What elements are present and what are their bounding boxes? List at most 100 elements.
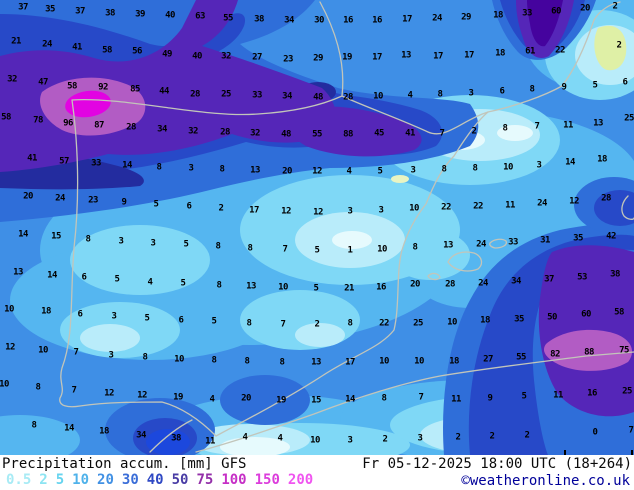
legend-scale-value: 30 (121, 472, 139, 488)
precip-value: 60 (551, 6, 561, 17)
precip-value: 10 (447, 317, 457, 328)
precip-value: 7 (439, 128, 445, 139)
precip-value: 14 (565, 157, 575, 168)
precip-value: 55 (516, 352, 526, 363)
precip-value: 11 (505, 200, 515, 211)
precip-value: 33 (91, 158, 101, 169)
precip-value: 14 (64, 423, 74, 434)
precip-value: 24 (432, 13, 442, 24)
precip-value: 34 (282, 91, 292, 102)
precip-value: 2 (218, 203, 224, 214)
precip-value: 55 (312, 129, 322, 140)
precip-value: 18 (495, 48, 505, 59)
precip-value: 22 (379, 318, 389, 329)
precip-value: 8 (347, 318, 353, 329)
precip-value: 27 (483, 354, 493, 365)
precip-value: 8 (244, 356, 250, 367)
precip-value: 10 (503, 162, 513, 173)
precip-value: 41 (72, 42, 82, 53)
precip-value: 24 (478, 278, 488, 289)
precipitation-map: 37 35 37 38 39 40 63 55 38 34 30 16 16 17 24 29 18 33 60 20… (0, 0, 634, 455)
precip-value: 30 (314, 15, 324, 26)
precip-value: 28 (190, 89, 200, 100)
precip-value: 58 (614, 307, 624, 318)
precip-value: 20 (241, 393, 251, 404)
coastline (59, 1, 634, 453)
legend-scale-value: 40 (146, 472, 164, 488)
precip-value: 17 (372, 52, 382, 63)
precip-value: 3 (347, 435, 353, 446)
precip-value: 7 (73, 347, 79, 358)
precip-value: 41 (27, 153, 37, 164)
precip-value: 13 (443, 240, 453, 251)
copyright-link[interactable]: ©weatheronline.co.uk (461, 473, 630, 489)
precip-value: 29 (461, 12, 471, 23)
precip-value: 18 (99, 426, 109, 437)
map-values-layer: 37 35 37 38 39 40 63 55 38 34 30 16 16 17 24 29 18 33 60 20… (0, 2, 634, 446)
precip-value: 25 (624, 113, 634, 124)
precip-value: 18 (449, 356, 459, 367)
precip-value: 1 (347, 245, 353, 256)
precip-value: 7 (418, 392, 424, 403)
precip-value: 4 (346, 166, 352, 177)
precip-value: 31 (540, 235, 550, 246)
precip-field-svg (0, 0, 634, 455)
precip-value: 13 (246, 281, 256, 292)
legend-scale-value: 100 (221, 472, 247, 488)
precip-value: 10 (38, 345, 48, 356)
precip-value: 28 (343, 92, 353, 103)
precip-value: 20 (410, 279, 420, 290)
precip-value: 18 (480, 315, 490, 326)
datetime-label: Fr 05-12-2025 18:00 UTC (18+264) (362, 456, 632, 472)
precip-value: 20 (282, 166, 292, 177)
precip-value: 6 (499, 86, 505, 97)
precip-value: 17 (249, 205, 259, 216)
precip-value: 14 (47, 270, 57, 281)
map-tick (564, 450, 566, 455)
precip-value: 39 (135, 9, 145, 20)
precip-value: 7 (282, 244, 288, 255)
precip-value: 34 (136, 430, 146, 441)
precip-value: 8 (216, 280, 222, 291)
precip-value: 3 (150, 238, 156, 249)
precip-value: 6 (81, 272, 87, 283)
precip-value: 78 (33, 115, 43, 126)
precip-value: 38 (105, 8, 115, 19)
precip-value: 5 (521, 391, 527, 402)
precip-value: 19 (173, 392, 183, 403)
precip-value: 3 (188, 163, 194, 174)
precip-value: 28 (220, 127, 230, 138)
precip-value: 24 (42, 39, 52, 50)
precip-value: 21 (11, 36, 21, 47)
precip-value: 2 (616, 40, 622, 51)
precip-value: 5 (114, 274, 120, 285)
precip-value: 8 (31, 420, 37, 431)
precip-value: 22 (555, 45, 565, 56)
precip-value: 24 (476, 239, 486, 250)
precip-value: 5 (313, 283, 319, 294)
precip-value: 61 (525, 46, 535, 57)
precip-value: 8 (142, 352, 148, 363)
precip-value: 5 (377, 166, 383, 177)
precip-value: 3 (417, 433, 423, 444)
precip-value: 24 (537, 198, 547, 209)
precip-value: 10 (409, 203, 419, 214)
precip-value: 25 (221, 89, 231, 100)
precip-value: 3 (118, 236, 124, 247)
precip-value: 7 (71, 385, 77, 396)
precip-value: 53 (577, 272, 587, 283)
precip-value: 21 (344, 283, 354, 294)
precip-value: 8 (35, 382, 41, 393)
precip-value: 12 (313, 207, 323, 218)
precip-value: 34 (157, 124, 167, 135)
precip-value: 12 (104, 388, 114, 399)
precip-value: 96 (63, 118, 73, 129)
precip-value: 45 (374, 128, 384, 139)
precip-value: 8 (472, 163, 478, 174)
precip-value: 9 (487, 393, 493, 404)
precip-value: 8 (247, 243, 253, 254)
map-tick (631, 450, 633, 455)
precip-value: 2 (489, 431, 495, 442)
product-label: Precipitation accum. [mm] GFS (2, 456, 247, 472)
